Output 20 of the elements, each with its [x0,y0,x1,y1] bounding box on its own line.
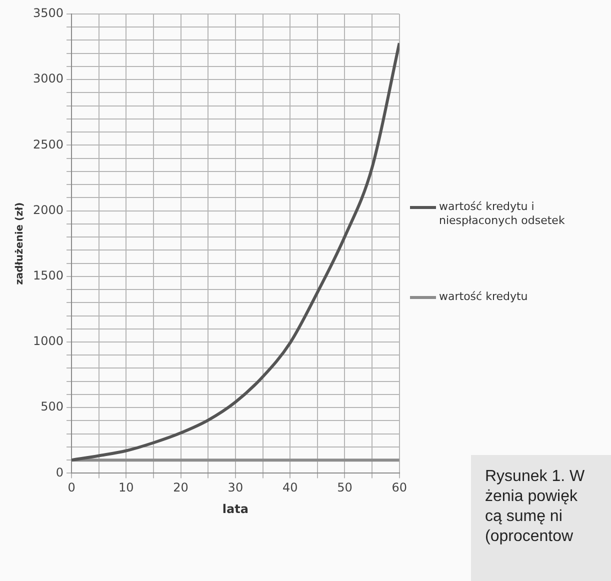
x-tick-label: 40 [282,480,298,495]
text: Rysunek 1. W żenia powięk cą sumę ni (oprocentow [471,455,611,581]
x-tick-label: 60 [392,480,408,495]
x-tick-label: 0 [68,480,76,495]
x-tick-label: 30 [228,480,244,495]
y-tick-label: 3500 [32,6,64,20]
legend-label: wartość kredytu [439,290,528,304]
x-tick-label: 10 [118,480,134,495]
y-tick-label: 0 [56,465,64,480]
y-tick-label: 3000 [32,72,64,86]
y-axis-title: zadłużenie (zł) [14,202,26,285]
y-tick-label: 2500 [32,137,64,152]
y-tick-label: 2000 [32,202,64,217]
x-tick-label: 20 [173,480,188,495]
y-tick-label: 1000 [32,334,64,348]
y-tick-label: 500 [40,400,64,414]
x-tick-label: 50 [337,480,352,495]
x-axis-title: lata [222,502,248,516]
y-tick-label: 1500 [32,268,64,283]
legend-label: wartość kredytu i niespłaconych odsetek [439,200,566,228]
